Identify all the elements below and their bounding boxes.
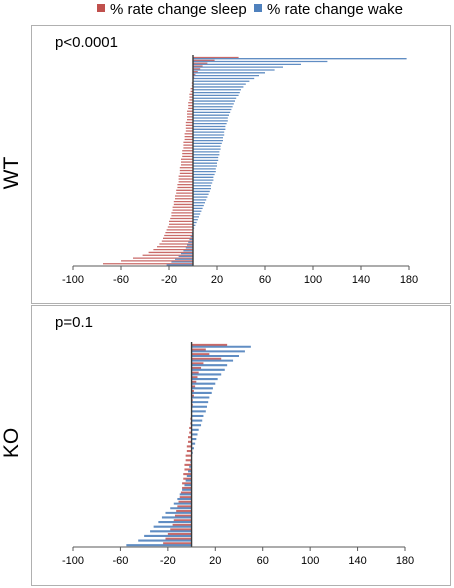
legend-label-sleep: % rate change sleep bbox=[110, 1, 247, 18]
chart-svg-wt: -100 -60 -20 20 60 100 140 180 bbox=[62, 55, 418, 286]
legend-label-wake: % rate change wake bbox=[267, 1, 403, 18]
legend-item-sleep: % rate change sleep bbox=[97, 1, 247, 19]
x-tick-label-ko-2: -20 bbox=[160, 555, 176, 567]
x-tick-label-wt-7: 180 bbox=[400, 274, 418, 286]
x-tick-label-wt-5: 100 bbox=[304, 274, 322, 286]
p-value-wt: p<0.0001 bbox=[55, 34, 118, 51]
x-tick-label-wt-1: -60 bbox=[113, 274, 129, 286]
group-label-ko: KO bbox=[0, 427, 23, 459]
x-tick-label-wt-0: -100 bbox=[62, 274, 84, 286]
x-tick-label-ko-4: 60 bbox=[257, 555, 269, 567]
x-tick-label-ko-1: -60 bbox=[112, 555, 128, 567]
legend-swatch-sleep bbox=[97, 4, 105, 12]
chart-panel-ko: p=0.1 -100 -60 -20 20 60 100 140 180 bbox=[31, 305, 451, 586]
chart-panel-wt: p<0.0001 -100 -60 -20 20 60 100 140 180 bbox=[31, 25, 451, 304]
x-tick-label-wt-4: 60 bbox=[259, 274, 271, 286]
legend-item-wake: % rate change wake bbox=[254, 1, 403, 19]
x-tick-label-ko-5: 100 bbox=[301, 555, 319, 567]
legend: % rate change sleep % rate change wake bbox=[0, 0, 454, 22]
group-label-wt: WT bbox=[0, 156, 23, 190]
x-tick-label-wt-6: 140 bbox=[352, 274, 370, 286]
x-tick-label-wt-3: 20 bbox=[211, 274, 223, 286]
x-tick-label-ko-3: 20 bbox=[209, 555, 221, 567]
legend-swatch-wake bbox=[254, 4, 262, 12]
p-value-ko: p=0.1 bbox=[55, 314, 93, 331]
x-tick-label-ko-6: 140 bbox=[348, 555, 366, 567]
chart-svg-ko: -100 -60 -20 20 60 100 140 180 bbox=[62, 342, 414, 567]
x-tick-label-wt-2: -20 bbox=[161, 274, 177, 286]
x-tick-label-ko-7: 180 bbox=[396, 555, 414, 567]
x-tick-label-ko-0: -100 bbox=[62, 555, 84, 567]
